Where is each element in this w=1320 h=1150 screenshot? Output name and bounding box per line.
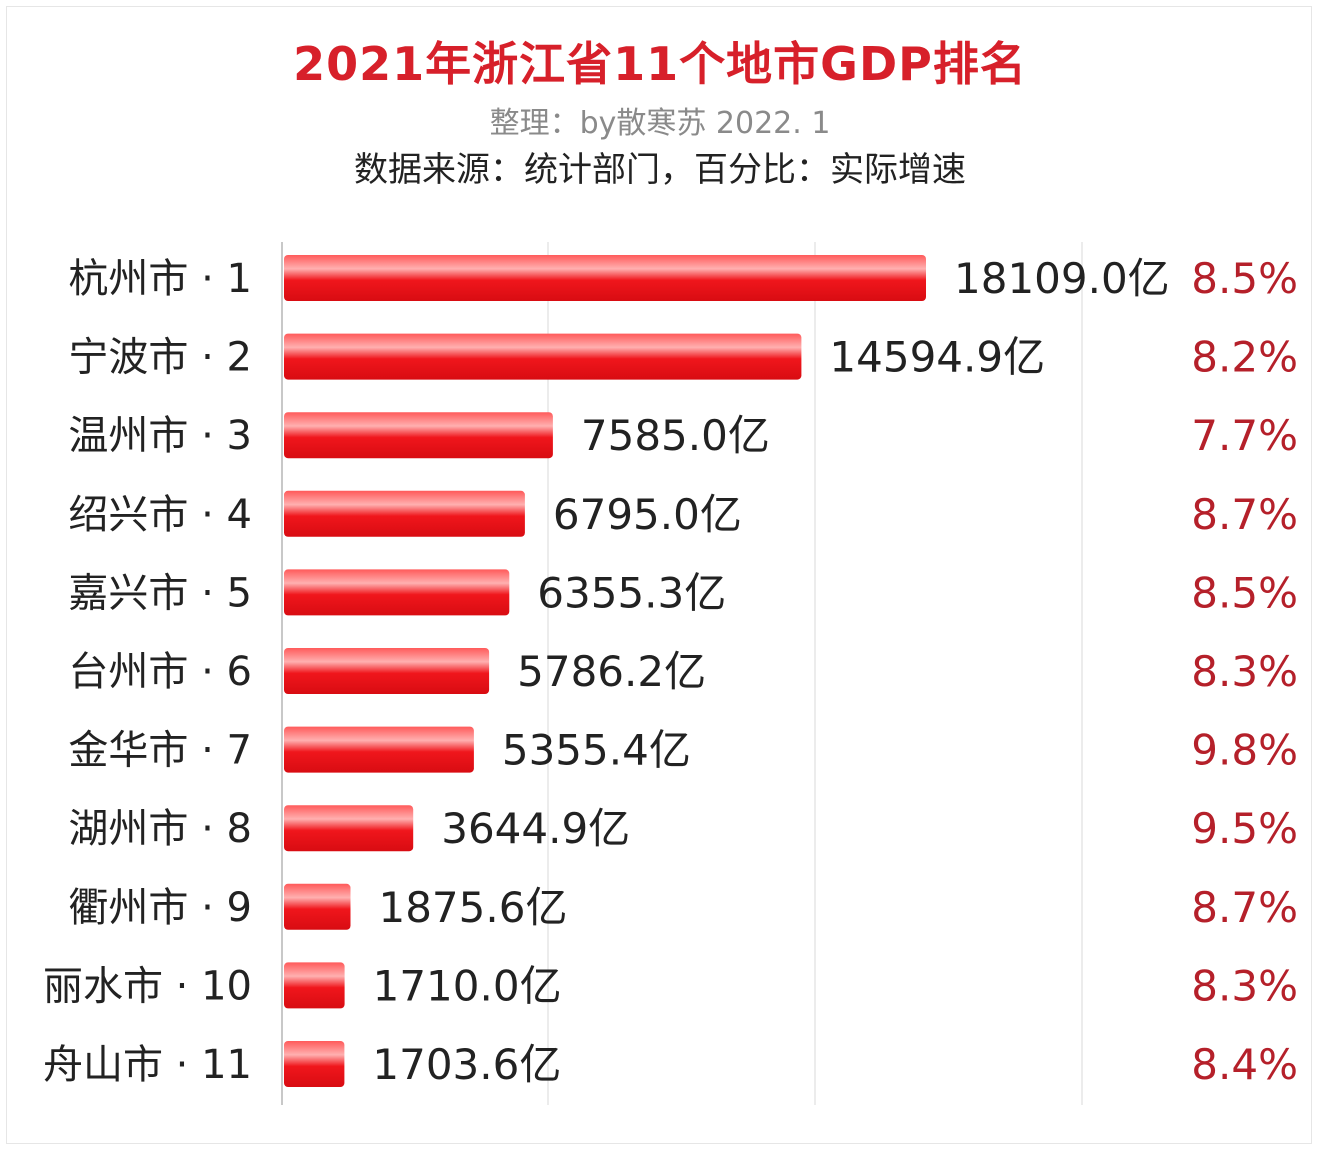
growth-label: 8.7% (1191, 883, 1298, 932)
bar (284, 883, 351, 930)
growth-label: 9.8% (1191, 726, 1298, 775)
bar (284, 569, 510, 616)
category-label: 宁波市 · 2 (68, 335, 252, 381)
bar (284, 255, 926, 301)
value-label: 6795.0亿 (553, 490, 742, 539)
value-label: 7585.0亿 (581, 411, 770, 460)
value-label: 1710.0亿 (373, 961, 562, 1010)
category-label: 杭州市 · 1 (68, 256, 252, 302)
chart-frame (6, 6, 1312, 1144)
bar (284, 726, 474, 773)
bar (284, 962, 345, 1009)
bar (284, 490, 525, 537)
growth-label: 7.7% (1191, 411, 1298, 460)
value-label: 3644.9亿 (441, 804, 630, 853)
category-label: 金华市 · 7 (68, 728, 252, 774)
bar (284, 805, 414, 852)
category-label: 温州市 · 3 (68, 413, 252, 459)
growth-label: 9.5% (1191, 804, 1298, 853)
growth-label: 8.3% (1191, 961, 1298, 1010)
value-label: 5355.4亿 (502, 726, 691, 775)
category-label: 绍兴市 · 4 (68, 492, 252, 538)
value-label: 14594.9亿 (829, 333, 1045, 382)
growth-label: 8.5% (1191, 254, 1298, 303)
chart-subtitle: 整理：by散寒苏 2022. 1 (489, 106, 831, 141)
bar (284, 1041, 345, 1087)
growth-label: 8.7% (1191, 490, 1298, 539)
category-label: 舟山市 · 11 (43, 1042, 252, 1088)
category-label: 衢州市 · 9 (68, 885, 252, 931)
bars-group (284, 255, 926, 1087)
grid-lines (547, 242, 1083, 1105)
value-label: 5786.2亿 (517, 647, 706, 696)
bar (284, 412, 553, 459)
value-label: 6355.3亿 (537, 568, 726, 617)
bar (284, 333, 802, 380)
value-label: 1703.6亿 (372, 1040, 561, 1089)
category-label: 嘉兴市 · 5 (68, 570, 252, 616)
growth-label: 8.2% (1191, 333, 1298, 382)
category-label: 湖州市 · 8 (68, 806, 252, 852)
growth-label: 8.5% (1191, 568, 1298, 617)
bar (284, 648, 490, 694)
labels-group: 杭州市 · 1 18109.0亿 8.5% 宁波市 · 2 14594.9亿 8.2% 温州… (43, 254, 1298, 1089)
category-label: 丽水市 · 10 (43, 963, 252, 1009)
growth-label: 8.3% (1191, 647, 1298, 696)
chart-source-note: 数据来源：统计部门，百分比：实际增速 (354, 150, 966, 190)
chart-title: 2021年浙江省11个地市GDP排名 (293, 37, 1027, 91)
value-label: 1875.6亿 (378, 883, 567, 932)
growth-label: 8.4% (1191, 1040, 1298, 1089)
category-label: 台州市 · 6 (68, 649, 252, 695)
value-label: 18109.0亿 (954, 254, 1170, 303)
